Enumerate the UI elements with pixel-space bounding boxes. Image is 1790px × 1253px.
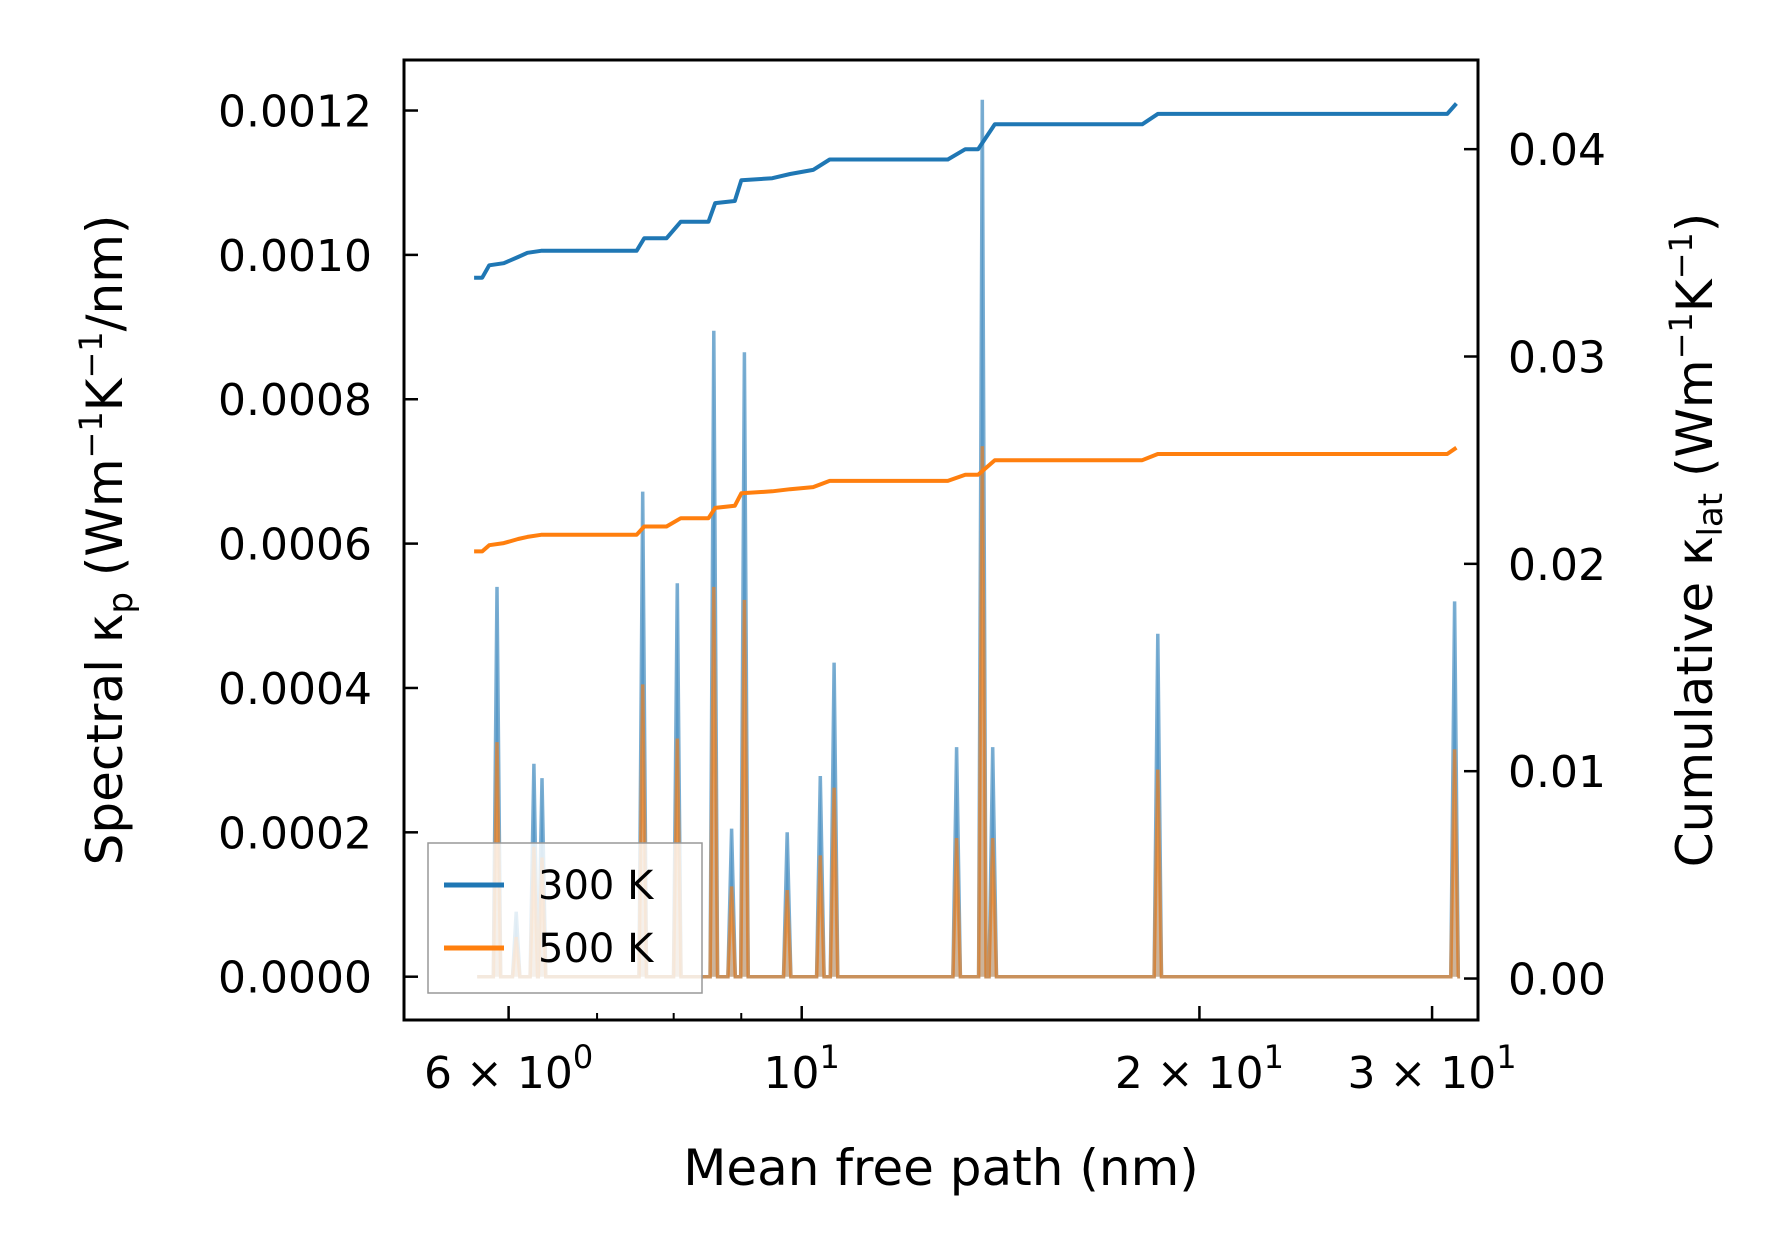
x-tick-label: 2 × 101	[1115, 1038, 1284, 1099]
right-y-label-exp2: −1	[1662, 232, 1700, 279]
right-y-tick-label: 0.01	[1508, 747, 1606, 798]
right-y-tick-label: 0.02	[1508, 540, 1606, 591]
right-y-tick-label: 0.03	[1508, 333, 1606, 384]
right-y-axis-ticks: 0.00 0.01 0.02 0.03 0.04	[1464, 125, 1606, 1006]
left-y-label-main: Spectral κ	[76, 614, 134, 866]
right-y-label-sub: lat	[1691, 493, 1731, 537]
x-tick-label: 101	[764, 1038, 840, 1099]
left-y-label-end: /nm)	[76, 215, 134, 332]
legend-label-300k: 300 K	[538, 863, 655, 909]
legend-label-500k: 500 K	[538, 926, 655, 972]
left-y-tick-label: 0.0012	[218, 87, 372, 138]
right-y-axis-label: Cumulative κlat (Wm−1K−1)	[1662, 213, 1731, 868]
left-y-label-sub: p	[101, 592, 141, 614]
plot-frame	[402, 58, 1480, 1022]
x-axis-ticks: 6 × 100 101 2 × 101 3 × 101	[424, 1006, 1517, 1099]
right-y-label-units: (Wm	[1666, 359, 1724, 493]
legend-box	[427, 842, 703, 994]
cumulative-line-layer	[474, 102, 1458, 554]
left-y-tick-label: 0.0008	[218, 375, 372, 426]
left-y-tick-label: 0.0004	[218, 664, 372, 715]
legend: 300 K 500 K	[427, 842, 703, 994]
axes-layer	[402, 58, 1480, 1022]
x-axis-label: Mean free path (nm)	[683, 1139, 1199, 1197]
right-y-tick-label: 0.04	[1508, 125, 1606, 176]
right-y-tick-label: 0.00	[1508, 955, 1606, 1006]
left-y-tick-label: 0.0002	[218, 808, 372, 859]
left-y-tick-label: 0.0006	[218, 520, 372, 571]
left-y-label-units: (Wm	[76, 458, 134, 592]
left-y-axis-label: Spectral κp (Wm−1K−1/nm)	[72, 215, 141, 866]
cumulative-300k-line	[474, 102, 1458, 280]
x-tick-label: 3 × 101	[1347, 1038, 1516, 1099]
cumulative-500k-line	[474, 446, 1458, 554]
left-y-axis-ticks: 0.0000 0.0002 0.0004 0.0006 0.0008 0.0010 0.00…	[218, 87, 418, 1004]
left-y-label-exp1: −1	[72, 411, 110, 458]
left-y-tick-label: 0.0000	[218, 953, 372, 1004]
left-y-tick-label: 0.0010	[218, 231, 372, 282]
right-y-label-end: )	[1666, 213, 1724, 233]
left-y-label-exp2: −1	[72, 331, 110, 378]
right-y-label-exp1: −1	[1662, 312, 1700, 359]
x-tick-label: 6 × 100	[424, 1038, 593, 1099]
left-y-label-k: K	[76, 377, 134, 411]
right-y-label-k: K	[1666, 278, 1724, 312]
right-y-label-main: Cumulative κ	[1666, 537, 1724, 868]
